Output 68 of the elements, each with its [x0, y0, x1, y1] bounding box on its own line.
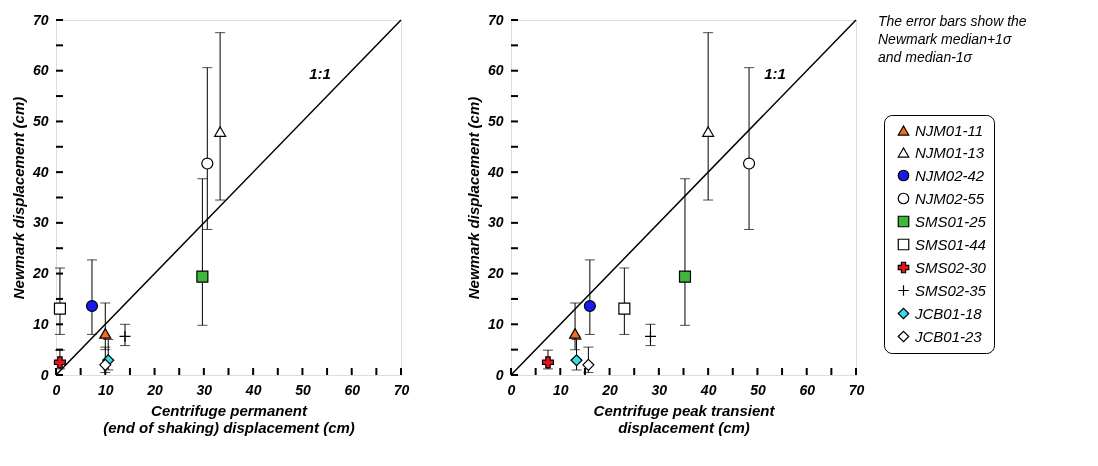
- x-tick-label: 50: [295, 381, 311, 398]
- y-tick-label: 60: [487, 62, 504, 79]
- y-tick-label: 30: [32, 214, 49, 231]
- x-tick-label: 50: [750, 381, 766, 398]
- point: [702, 126, 715, 137]
- point: [541, 356, 555, 369]
- legend-label: JCB01-23: [914, 327, 983, 345]
- x-tick-label: 30: [196, 381, 213, 398]
- point: [742, 157, 756, 170]
- y-axis-title: Newmark displacement (cm): [464, 96, 482, 300]
- x-tick-label: 0: [52, 381, 61, 398]
- y-tick-label: 0: [495, 366, 504, 383]
- y-tick-label: 50: [487, 112, 504, 129]
- y-tick-label: 40: [31, 163, 49, 180]
- legend-label: NJM02-55: [915, 189, 985, 207]
- point: [53, 356, 67, 369]
- x-tick-label: 10: [553, 381, 569, 398]
- point: [618, 302, 631, 315]
- legend-label: NJM01-13: [915, 143, 985, 161]
- x-tick-label: 70: [848, 381, 865, 398]
- point: [678, 270, 692, 283]
- y-tick-label: 40: [486, 163, 504, 180]
- legend-label: NJM01-11: [915, 121, 984, 139]
- legend-label: SMS02-35: [915, 281, 987, 299]
- point: [196, 270, 209, 283]
- x-tick-label: 20: [146, 381, 164, 398]
- point: [570, 354, 583, 367]
- x-axis-title: Centrifuge permanent (end of shaking) displacement (cm): [103, 401, 355, 436]
- legend-label: JCB01-18: [914, 304, 983, 322]
- y-tick-label: 50: [32, 112, 49, 129]
- text: The error bars show the Newmark median+1σ and median-1σ: [878, 13, 1027, 65]
- x-tick-label: 70: [393, 381, 410, 398]
- y-tick-label: 60: [32, 62, 49, 79]
- x-tick-label: 20: [601, 381, 619, 398]
- y-tick-label: 10: [32, 315, 49, 332]
- y-tick-label: 10: [487, 315, 504, 332]
- x-tick-label: 0: [507, 381, 516, 398]
- legend-label: SMS02-30: [915, 258, 987, 276]
- point: [568, 328, 582, 339]
- x-axis-title: Centrifuge peak transient displacement (cm): [593, 401, 776, 436]
- point: [53, 302, 67, 315]
- point: [214, 126, 227, 137]
- y-tick-label: 20: [486, 265, 504, 282]
- legend-label: SMS01-44: [915, 235, 986, 253]
- x-tick-label: 60: [344, 381, 361, 398]
- legend-label: SMS01-25: [915, 212, 987, 230]
- x-tick-label: 40: [244, 381, 262, 398]
- annotation: 1:1: [764, 64, 786, 82]
- y-tick-label: 70: [32, 11, 49, 28]
- y-tick-label: 0: [40, 366, 49, 383]
- point: [85, 299, 99, 313]
- point: [582, 358, 595, 371]
- y-tick-label: 20: [31, 265, 49, 282]
- point: [118, 330, 132, 343]
- x-tick-label: 10: [98, 381, 114, 398]
- y-tick-label: 30: [487, 214, 504, 231]
- y-axis-title: Newmark displacement (cm): [9, 96, 27, 300]
- y-tick-label: 70: [487, 11, 504, 28]
- x-tick-label: 60: [799, 381, 816, 398]
- annotation: 1:1: [309, 64, 331, 82]
- point: [99, 328, 112, 339]
- point: [201, 157, 214, 170]
- point: [99, 358, 112, 371]
- legend-label: NJM02-42: [915, 166, 985, 184]
- point: [583, 299, 596, 313]
- point: [644, 330, 657, 343]
- x-tick-label: 40: [699, 381, 717, 398]
- x-tick-label: 30: [651, 381, 668, 398]
